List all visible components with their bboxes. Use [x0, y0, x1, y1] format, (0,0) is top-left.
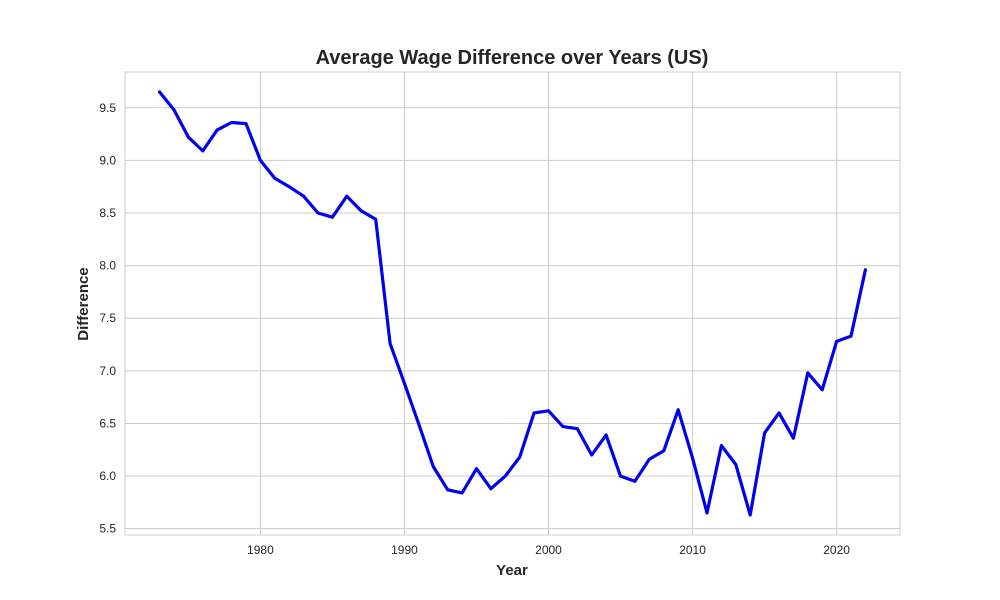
data-point	[201, 149, 205, 153]
data-point	[532, 411, 536, 415]
y-tick-label: 5.5	[99, 522, 116, 536]
data-point	[302, 194, 305, 198]
data-point	[691, 456, 694, 460]
data-point	[331, 215, 334, 219]
data-point	[489, 487, 493, 491]
data-point	[547, 409, 550, 413]
data-point	[244, 122, 248, 125]
data-point	[561, 425, 565, 428]
data-point	[604, 433, 608, 437]
data-point	[187, 135, 190, 139]
x-tick-label: 2020	[823, 543, 850, 557]
data-point	[647, 457, 651, 461]
data-point	[763, 431, 766, 435]
data-point	[172, 108, 176, 112]
data-point	[374, 217, 378, 221]
data-point	[820, 388, 824, 392]
data-point	[417, 423, 421, 426]
data-point	[777, 411, 781, 415]
data-point	[705, 511, 709, 515]
data-point	[864, 268, 867, 272]
data-point	[835, 340, 838, 343]
chart-title: Average Wage Difference over Years (US)	[316, 47, 709, 69]
data-point	[158, 90, 162, 94]
data-point	[676, 408, 680, 412]
tick-labels: 1980 1990 2000 2010 2020 5.5 6.0 6.5 7.0 7.5 8.0 8.…	[99, 101, 850, 557]
series-layer	[158, 90, 868, 517]
data-point	[316, 211, 320, 215]
data-point	[662, 449, 666, 453]
data-point	[403, 382, 406, 385]
data-point	[345, 194, 349, 198]
data-point	[633, 479, 637, 483]
y-axis-label: Difference	[75, 267, 92, 340]
data-point	[475, 467, 478, 471]
y-tick-label: 6.0	[99, 469, 116, 483]
data-point	[431, 465, 435, 468]
x-tick-label: 1990	[391, 543, 418, 557]
y-tick-label: 6.5	[99, 416, 116, 430]
series-line	[158, 90, 868, 517]
data-point	[575, 427, 579, 431]
y-tick-label: 9.5	[99, 101, 116, 115]
data-point	[806, 371, 810, 375]
x-tick-label: 2000	[535, 543, 562, 557]
y-tick-label: 8.5	[99, 206, 116, 220]
plot-area-frame	[124, 71, 901, 536]
data-point	[359, 209, 363, 213]
data-point	[619, 474, 622, 478]
data-point	[518, 455, 522, 459]
x-tick-label: 2010	[679, 543, 706, 557]
y-tick-label: 7.5	[99, 311, 116, 325]
data-point	[460, 491, 464, 495]
data-point	[849, 334, 853, 338]
data-point	[734, 463, 738, 466]
data-point	[287, 185, 291, 189]
grid	[125, 72, 900, 535]
data-point	[720, 444, 723, 447]
y-tick-label: 8.0	[99, 259, 116, 273]
data-point	[503, 474, 507, 478]
data-point	[215, 128, 219, 132]
x-axis-label: Year	[496, 562, 528, 579]
data-point	[792, 436, 795, 440]
data-point	[446, 488, 450, 492]
y-tick-label: 7.0	[99, 364, 116, 378]
data-point	[273, 176, 277, 180]
data-point	[590, 453, 594, 457]
data-point	[388, 342, 392, 345]
data-point	[230, 121, 234, 124]
data-point	[259, 159, 262, 162]
x-tick-label: 1980	[247, 543, 274, 557]
data-point	[748, 513, 752, 517]
y-tick-label: 9.0	[99, 153, 116, 167]
